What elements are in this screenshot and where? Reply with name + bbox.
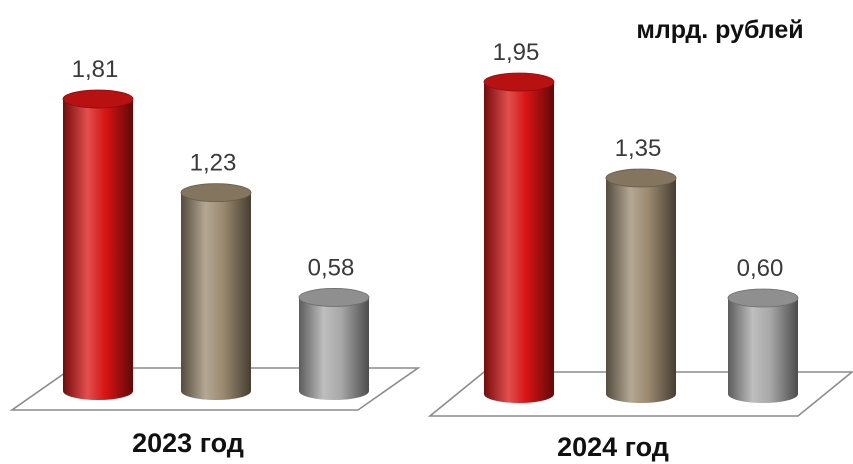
bar-2024-1: [483, 72, 555, 403]
chart-panel-2023: 1,81 1,23 0,58: [9, 56, 421, 411]
bar-2023-3: [298, 288, 370, 400]
bar-body: [606, 178, 676, 403]
value-label: 1,81: [72, 56, 119, 83]
bar-body: [728, 298, 798, 403]
value-label: 0,58: [308, 254, 355, 281]
bar-2024-2: [605, 168, 677, 403]
bar-top: [483, 72, 555, 92]
bar-2023-2: [180, 183, 252, 400]
bar-top: [298, 288, 370, 307]
bar-body: [63, 99, 133, 400]
bar-2023-1: [62, 89, 134, 400]
value-label: 1,95: [493, 39, 540, 66]
bar-top: [727, 288, 799, 308]
value-label: 1,35: [615, 135, 662, 162]
bar-top: [180, 183, 252, 203]
bar-2024-3: [727, 288, 799, 403]
category-label-2023: 2023 год: [132, 428, 244, 458]
bar-body: [181, 192, 251, 400]
bar-body: [299, 297, 369, 400]
category-label-2024: 2024 год: [557, 432, 669, 462]
bar-top: [605, 168, 677, 188]
bar-top: [62, 89, 134, 109]
unit-label: млрд. рублей: [636, 16, 803, 44]
chart-panel-2024: 1,95 1,35 0,60: [427, 39, 853, 417]
bar-body: [484, 82, 554, 403]
value-label: 1,23: [190, 150, 237, 177]
value-label: 0,60: [737, 255, 784, 282]
